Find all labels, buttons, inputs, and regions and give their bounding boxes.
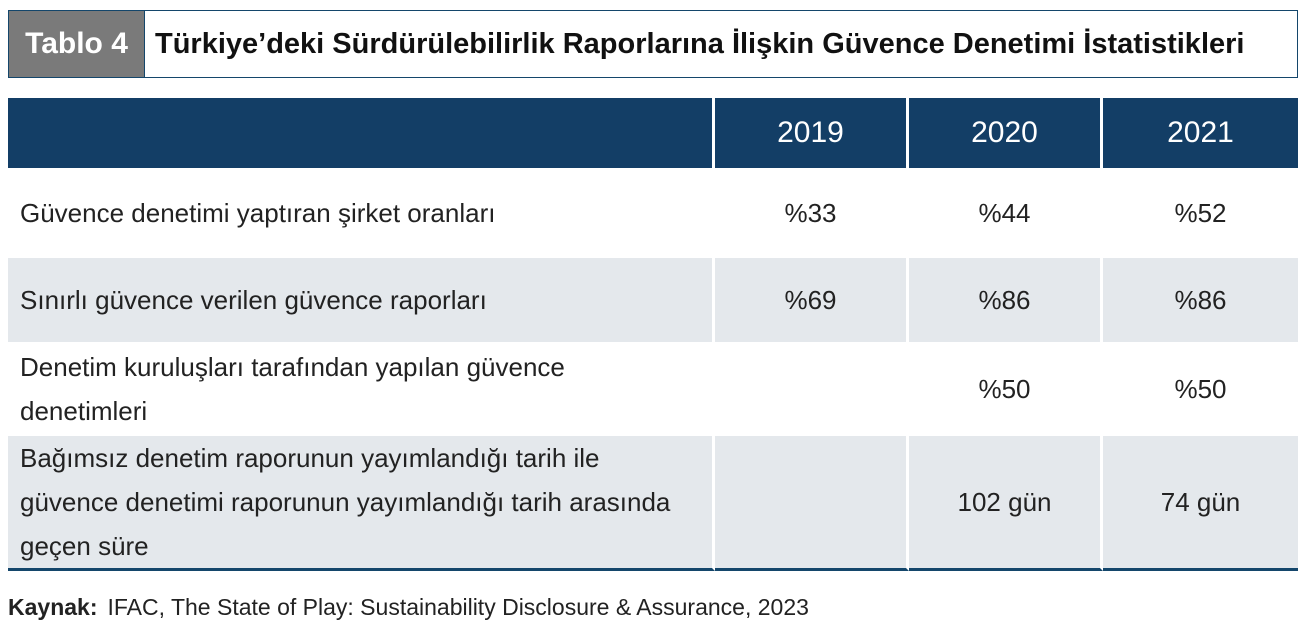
row-label: Bağımsız denetim raporunun yayımlandığı … (8, 433, 715, 571)
source-label: Kaynak: (8, 594, 98, 620)
source-note: Kaynak: IFAC, The State of Play: Sustaina… (8, 594, 809, 621)
row-label: Denetim kuruluşları tarafından yapılan g… (8, 342, 715, 433)
column-header-2020: 2020 (909, 98, 1103, 168)
table-title: Türkiye’deki Sürdürülebilirlik Raporları… (155, 27, 1245, 60)
column-header-label (8, 98, 715, 168)
table-row: Sınırlı güvence verilen güvence raporlar… (8, 255, 1298, 342)
table-title-bar: Tablo 4 Türkiye’deki Sürdürülebilirlik R… (8, 10, 1298, 78)
cell-2020: %86 (909, 255, 1103, 342)
cell-2021: %50 (1103, 342, 1298, 433)
cell-2019: %69 (715, 255, 909, 342)
cell-2020: %44 (909, 168, 1103, 255)
cell-2019: %33 (715, 168, 909, 255)
row-label: Güvence denetimi yaptıran şirket oranlar… (8, 168, 715, 255)
table-header-row: 2019 2020 2021 (8, 98, 1298, 168)
table-row: Denetim kuruluşları tarafından yapılan g… (8, 342, 1298, 433)
cell-2020: 102 gün (909, 433, 1103, 571)
table-row: Güvence denetimi yaptıran şirket oranlar… (8, 168, 1298, 255)
row-label: Sınırlı güvence verilen güvence raporlar… (8, 255, 715, 342)
cell-2021: %86 (1103, 255, 1298, 342)
cell-2021: 74 gün (1103, 433, 1298, 571)
column-header-2019: 2019 (715, 98, 909, 168)
table-row: Bağımsız denetim raporunun yayımlandığı … (8, 433, 1298, 571)
cell-2021: %52 (1103, 168, 1298, 255)
cell-2019 (715, 342, 909, 433)
table-number-tag: Tablo 4 (9, 11, 145, 77)
cell-2020: %50 (909, 342, 1103, 433)
source-text: IFAC, The State of Play: Sustainability … (107, 594, 809, 620)
column-header-2021: 2021 (1103, 98, 1298, 168)
statistics-table: 2019 2020 2021 Güvence denetimi yaptıran… (8, 98, 1298, 571)
cell-2019 (715, 433, 909, 571)
